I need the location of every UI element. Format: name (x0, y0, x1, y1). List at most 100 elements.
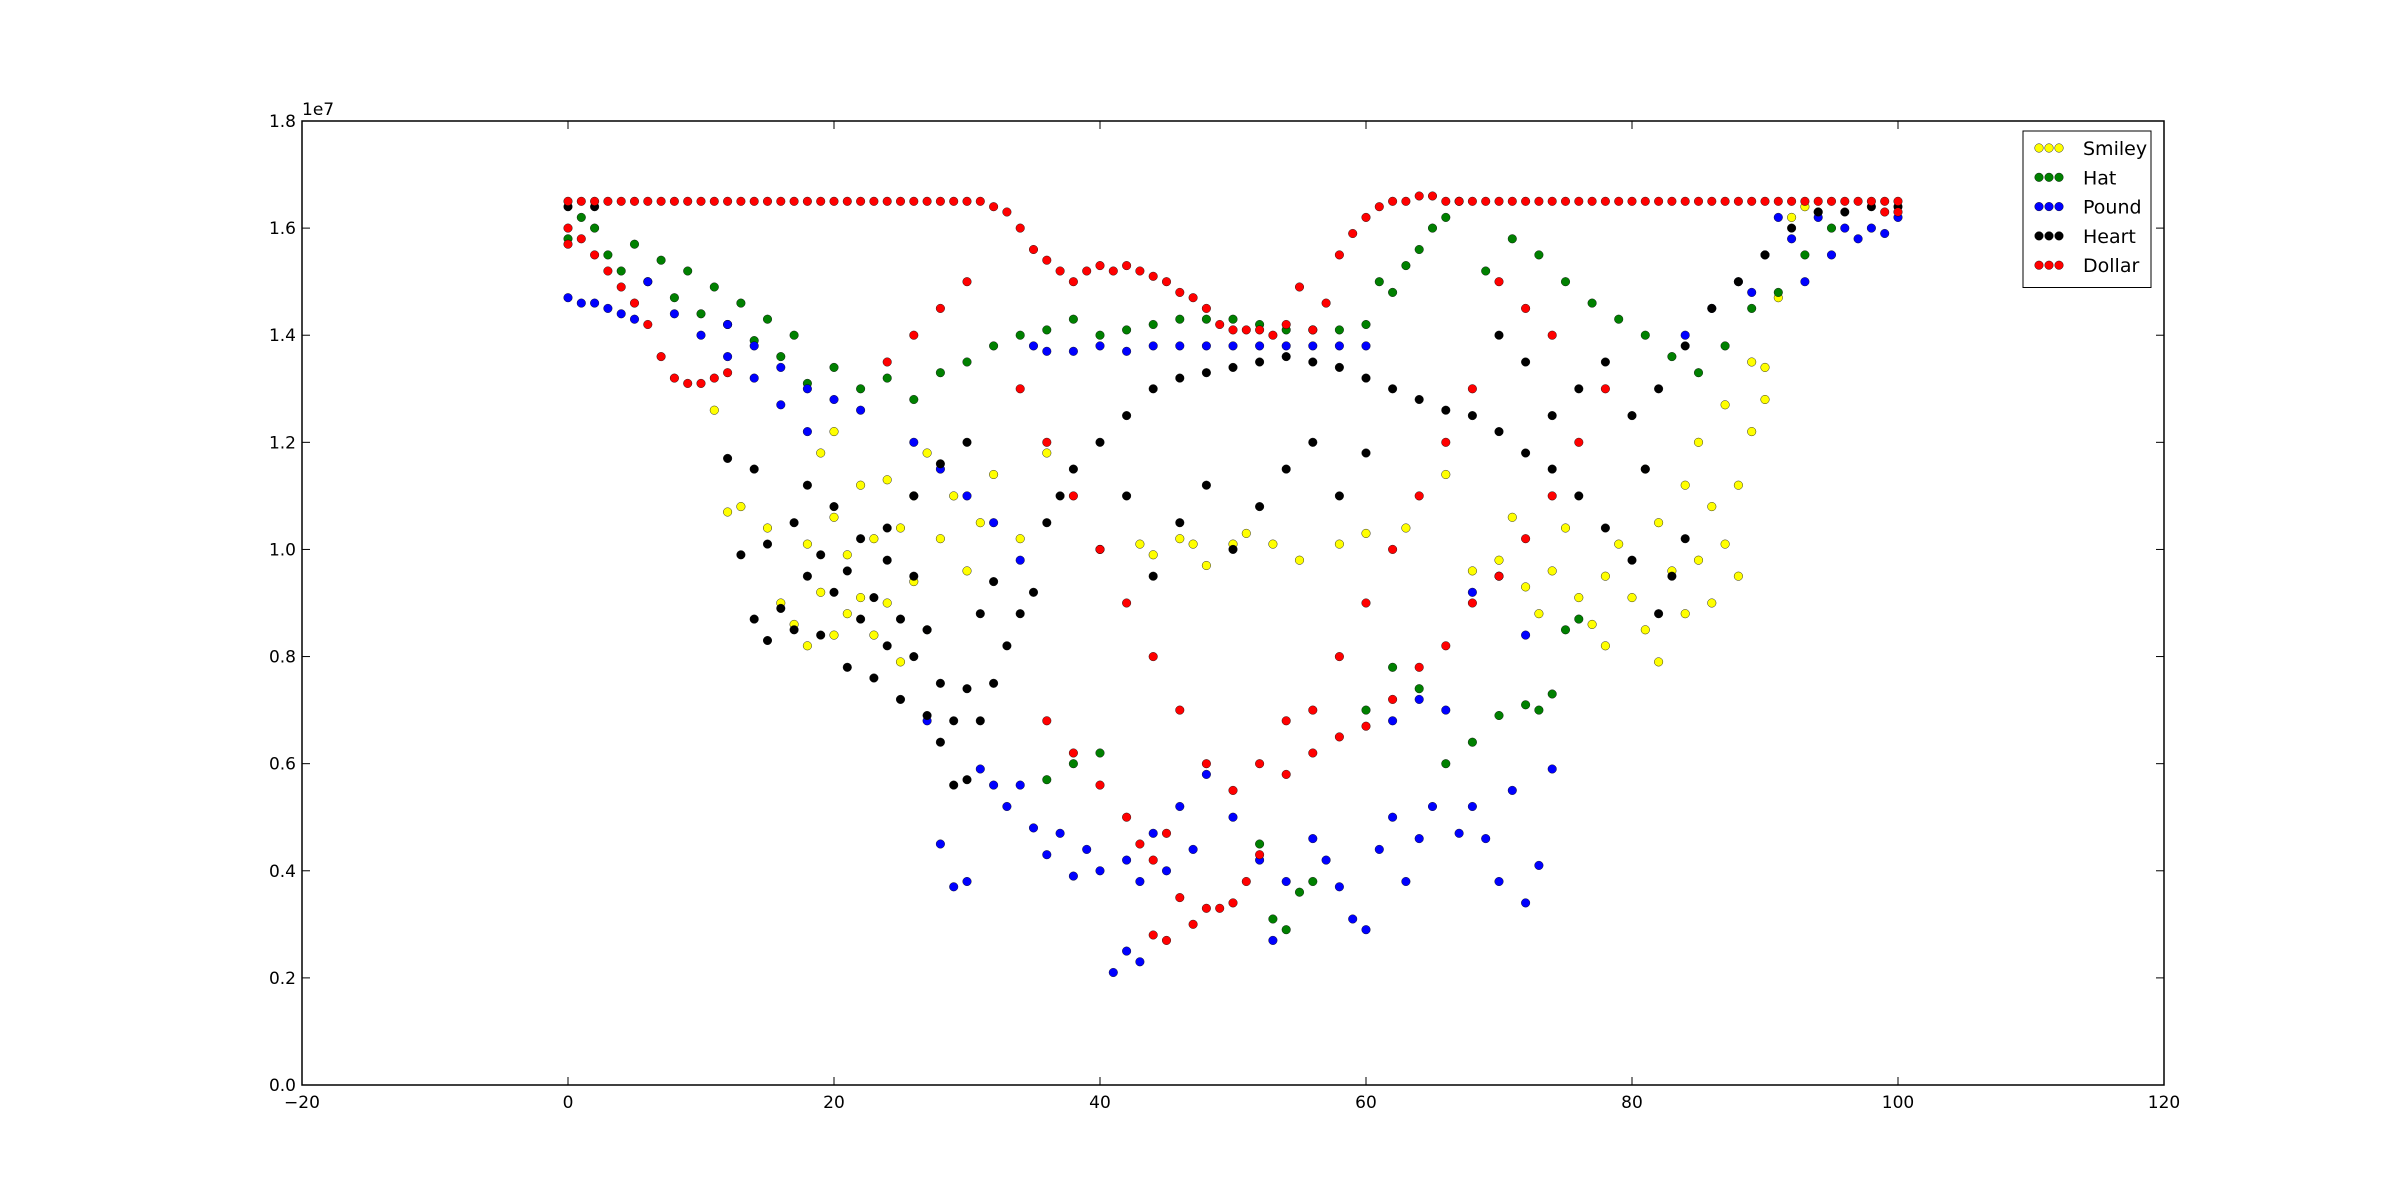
data-point (1574, 196, 1584, 206)
data-point (1494, 277, 1504, 287)
data-point (603, 196, 613, 206)
y-tick-label: 1.4 (269, 326, 296, 346)
y-tick-label: 0.4 (269, 862, 296, 882)
data-point (643, 196, 653, 206)
data-point (1201, 314, 1211, 324)
data-point (1388, 694, 1398, 704)
data-point (909, 652, 919, 662)
data-point (1002, 802, 1012, 812)
data-point (1760, 362, 1770, 372)
data-point (1281, 716, 1291, 726)
data-point (1534, 860, 1544, 870)
data-point (869, 196, 879, 206)
data-point (1241, 528, 1251, 538)
data-point (656, 352, 666, 362)
data-point (856, 384, 866, 394)
data-point (1361, 705, 1371, 715)
data-point (935, 196, 945, 206)
data-point (1348, 914, 1358, 924)
data-point (736, 196, 746, 206)
data-point (1321, 298, 1331, 308)
data-point (909, 395, 919, 405)
data-point (1853, 234, 1863, 244)
data-point (1414, 834, 1424, 844)
data-point (1015, 609, 1025, 619)
data-point (1255, 850, 1265, 860)
data-point (563, 293, 573, 303)
data-point (1707, 598, 1717, 608)
data-point (1521, 898, 1531, 908)
x-tick-label: 60 (1355, 1093, 1377, 1113)
data-point (683, 266, 693, 276)
data-point (1255, 759, 1265, 769)
data-point (802, 480, 812, 490)
y-tick-label: 1.2 (269, 433, 296, 453)
data-point (1175, 893, 1185, 903)
data-point (1720, 400, 1730, 410)
data-point (1760, 395, 1770, 405)
data-point (1773, 287, 1783, 297)
data-point (789, 196, 799, 206)
data-point (829, 630, 839, 640)
data-point (975, 518, 985, 528)
data-point (1680, 480, 1690, 490)
data-point (829, 362, 839, 372)
data-point (696, 330, 706, 340)
data-point (935, 303, 945, 313)
data-point (1414, 684, 1424, 694)
data-point (1680, 534, 1690, 544)
data-point (1547, 411, 1557, 421)
data-point (1587, 298, 1597, 308)
data-point (1161, 277, 1171, 287)
data-point (1361, 341, 1371, 351)
data-point (1122, 325, 1132, 335)
data-point (989, 678, 999, 688)
data-point (909, 196, 919, 206)
data-point (1135, 877, 1145, 887)
data-point (1028, 244, 1038, 254)
data-point (962, 491, 972, 501)
data-point (1826, 250, 1836, 260)
data-point (1441, 641, 1451, 651)
data-point (1281, 925, 1291, 935)
data-point (1055, 266, 1065, 276)
data-point (1693, 368, 1703, 378)
data-point (603, 303, 613, 313)
data-point (723, 320, 733, 330)
data-point (1720, 539, 1730, 549)
data-point (1401, 261, 1411, 271)
data-point (1521, 448, 1531, 458)
legend-marker (2044, 143, 2054, 153)
data-point (1401, 523, 1411, 533)
data-point (909, 437, 919, 447)
data-point (1481, 266, 1491, 276)
data-point (1680, 330, 1690, 340)
data-point (1294, 282, 1304, 292)
data-point (1574, 491, 1584, 501)
data-point (616, 282, 626, 292)
data-point (1547, 330, 1557, 340)
data-point (1095, 780, 1105, 790)
x-tick-label: 80 (1621, 1093, 1643, 1113)
data-point (975, 716, 985, 726)
data-point (1800, 250, 1810, 260)
data-point (656, 196, 666, 206)
data-point (1241, 877, 1251, 887)
data-point (842, 566, 852, 576)
data-point (1095, 544, 1105, 554)
data-point (1308, 877, 1318, 887)
legend-marker (2034, 143, 2044, 153)
data-point (896, 196, 906, 206)
data-point (829, 427, 839, 437)
data-point (723, 368, 733, 378)
data-point (882, 523, 892, 533)
data-point (723, 453, 733, 463)
data-point (816, 550, 826, 560)
data-point (1241, 325, 1251, 335)
data-point (1441, 759, 1451, 769)
data-point (1481, 196, 1491, 206)
data-point (935, 839, 945, 849)
data-point (1255, 839, 1265, 849)
data-point (776, 400, 786, 410)
data-point (1055, 828, 1065, 838)
